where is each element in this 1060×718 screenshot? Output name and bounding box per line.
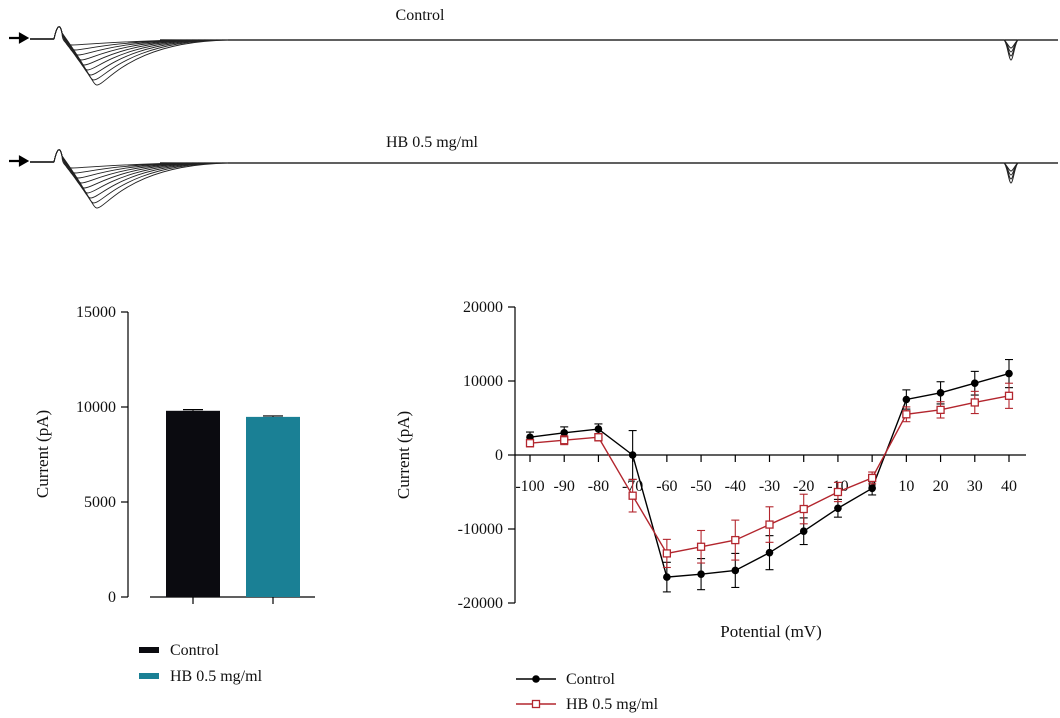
- legend-label: HB 0.5 mg/ml: [566, 696, 659, 713]
- bar-y-tick-label: 0: [108, 589, 116, 606]
- iv-y-tick-label: 20000: [463, 299, 503, 316]
- trace-tail-spike: [1003, 162, 1019, 184]
- iv-x-tick-label: -50: [690, 478, 711, 495]
- legend-label: Control: [170, 642, 219, 659]
- trace-sweep: [53, 26, 223, 81]
- iv-point: [868, 484, 876, 493]
- trace-label-control: Control: [396, 7, 445, 24]
- iv-point: [731, 535, 740, 545]
- bar-y-tick-label: 5000: [84, 494, 116, 511]
- iv-point: [731, 566, 740, 575]
- bar: [166, 410, 220, 597]
- bar-y-tick-label: 15000: [76, 304, 116, 321]
- iv-x-tick-label: 10: [898, 478, 914, 495]
- iv-point: [662, 549, 672, 558]
- arrow-icon: [9, 155, 30, 167]
- iv-point: [902, 410, 911, 419]
- trace-control: [30, 26, 1058, 86]
- iv-y-tick-label: 0: [495, 447, 503, 464]
- iv-point: [525, 439, 535, 448]
- iv-point: [765, 520, 774, 529]
- iv-x-tick-label: -40: [725, 478, 746, 495]
- iv-point: [594, 425, 603, 433]
- iv-x-tick-label: -100: [515, 478, 544, 495]
- traces-panel: Control HB 0.5 mg/ml: [9, 7, 1058, 209]
- iv-point: [560, 436, 569, 445]
- iv-point: [970, 379, 979, 388]
- legend-marker: [532, 675, 540, 683]
- iv-point: [902, 395, 911, 404]
- iv-point: [1005, 369, 1013, 378]
- iv-point: [833, 487, 843, 497]
- bar-legend: Control HB 0.5 mg/ml: [139, 642, 263, 685]
- iv-point: [628, 451, 637, 459]
- legend-marker: [531, 699, 541, 709]
- iv-point: [799, 527, 808, 536]
- iv-x-tick-label: -30: [759, 478, 780, 495]
- arrow-icon: [9, 32, 30, 44]
- iv-y-tick-label: -10000: [458, 521, 503, 538]
- trace-sweep: [53, 149, 229, 209]
- bar-y-label: Current (pA): [33, 410, 52, 498]
- iv-point: [936, 389, 945, 397]
- iv-point: [594, 433, 603, 442]
- bar: [246, 416, 300, 597]
- iv-point: [834, 504, 842, 513]
- legend-label: HB 0.5 mg/ml: [170, 668, 263, 685]
- iv-point: [696, 542, 706, 551]
- iv-point: [1004, 391, 1014, 400]
- legend-swatch: [139, 673, 159, 679]
- legend-label: Control: [566, 671, 615, 688]
- bar-y-tick-label: 10000: [76, 399, 116, 416]
- iv-point: [765, 548, 774, 557]
- legend-swatch: [139, 647, 159, 653]
- trace-sweep: [53, 149, 223, 204]
- iv-x-tick-label: -60: [656, 478, 677, 495]
- iv-point: [936, 405, 945, 415]
- iv-y-label: Current (pA): [394, 411, 413, 499]
- iv-y-tick-label: 10000: [463, 373, 503, 390]
- iv-point: [697, 570, 705, 578]
- trace-sweep: [53, 26, 217, 76]
- trace-label-hb: HB 0.5 mg/ml: [386, 134, 479, 151]
- iv-point: [799, 504, 808, 514]
- iv-x-tick-label: -80: [588, 478, 609, 495]
- iv-y-tick-label: -20000: [458, 595, 503, 612]
- iv-point: [628, 491, 637, 500]
- iv-x-tick-label: 40: [1001, 478, 1017, 495]
- iv-x-tick-label: 30: [967, 478, 983, 495]
- iv-x-label: Potential (mV): [720, 622, 822, 641]
- bar-chart: 0 5000 10000 15000 Current (pA) Control HB 0…: [33, 304, 315, 685]
- iv-x-tick-label: -90: [554, 478, 575, 495]
- iv-legend: Control HB 0.5 mg/ml: [516, 671, 659, 713]
- iv-point: [663, 573, 671, 581]
- iv-x-tick-label: -20: [793, 478, 814, 495]
- trace-sweep: [53, 26, 229, 86]
- iv-point: [560, 429, 569, 437]
- iv-x-tick-label: 20: [933, 478, 949, 495]
- iv-point: [867, 473, 877, 483]
- trace-tail-spike: [1003, 39, 1019, 61]
- trace-hb: [30, 149, 1058, 209]
- iv-point: [970, 398, 979, 407]
- trace-sweep: [53, 149, 217, 199]
